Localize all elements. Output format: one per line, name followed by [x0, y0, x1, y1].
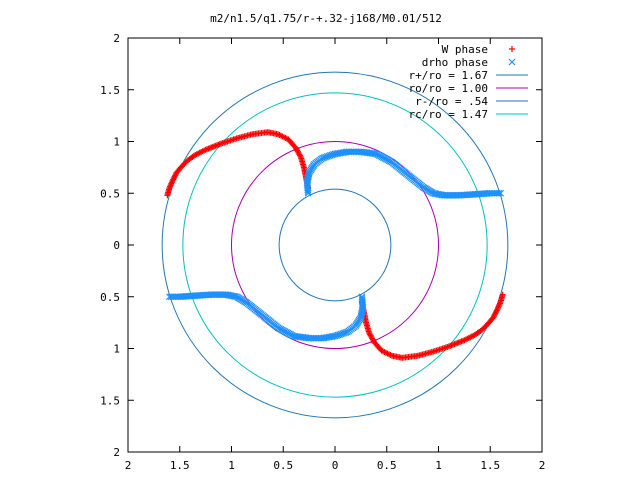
- w-phase-point: [169, 177, 176, 184]
- w-phase-point: [170, 175, 177, 182]
- circle-r-1-67: [161, 71, 509, 419]
- w-phase-point: [493, 307, 500, 314]
- chart-title: m2/n1.5/q1.75/r-+.32-j168/M0.01/512: [210, 12, 442, 25]
- w-phase-point: [491, 311, 498, 318]
- w-phase-point: [171, 173, 178, 180]
- x-tick-label: 0.5: [273, 459, 293, 472]
- x-tick-label: 0: [332, 459, 339, 472]
- circle-r-0-54: [278, 188, 392, 302]
- legend-label: drho phase: [422, 56, 488, 69]
- x-tick-label: 0.5: [377, 459, 397, 472]
- plot-content: [161, 71, 509, 419]
- w-phase-point: [499, 291, 506, 298]
- axis-ticks: [127, 37, 543, 453]
- legend-marker-cross: [508, 58, 516, 66]
- y-tick-label: 2: [113, 32, 120, 45]
- x-tick-label: 1.5: [480, 459, 500, 472]
- w-phase-point: [491, 313, 498, 320]
- legend-marker-plus: [509, 46, 515, 52]
- drho-phase-point: [165, 293, 173, 301]
- legend-label: rc/ro = 1.47: [409, 108, 488, 121]
- y-tick-label: 1.5: [100, 84, 120, 97]
- w-phase-point: [490, 314, 497, 321]
- legend-label: ro/ro = 1.00: [409, 82, 488, 95]
- x-tick-label: 1: [435, 459, 442, 472]
- y-tick-label: 2: [113, 446, 120, 459]
- w-phase-point: [297, 152, 304, 159]
- x-tick-labels: 2 1.5 1 0.5 0 0.5 1 1.5 2: [125, 459, 546, 472]
- w-phase-point: [170, 176, 177, 183]
- y-tick-label: 1.5: [100, 394, 120, 407]
- w-phase-point: [492, 310, 499, 317]
- y-tick-label: 0.5: [100, 187, 120, 200]
- drho-phase-point: [495, 189, 503, 197]
- w-phase-point: [172, 172, 179, 179]
- drho-phase-point: [167, 293, 175, 301]
- drho-phase-point: [497, 189, 505, 197]
- y-tick-label: 1: [113, 136, 120, 149]
- circle-r-1-47: [182, 92, 488, 398]
- y-tick-label: 0.5: [100, 291, 120, 304]
- circle-r-1: [231, 141, 439, 349]
- legend-label: r+/ro = 1.67: [409, 69, 488, 82]
- legend-label: W phase: [442, 43, 488, 56]
- x-tick-label: 1: [228, 459, 235, 472]
- y-tick-label: 0: [113, 239, 120, 252]
- y-tick-label: 1: [113, 343, 120, 356]
- x-tick-label: 1.5: [170, 459, 190, 472]
- x-tick-label: 2: [539, 459, 546, 472]
- x-tick-label: 2: [125, 459, 132, 472]
- w-phase-point: [493, 308, 500, 315]
- y-tick-labels: 2 1.5 1 0.5 0 0.5 1 1.5 2: [100, 32, 120, 459]
- legend-label: r-/ro = .54: [415, 95, 488, 108]
